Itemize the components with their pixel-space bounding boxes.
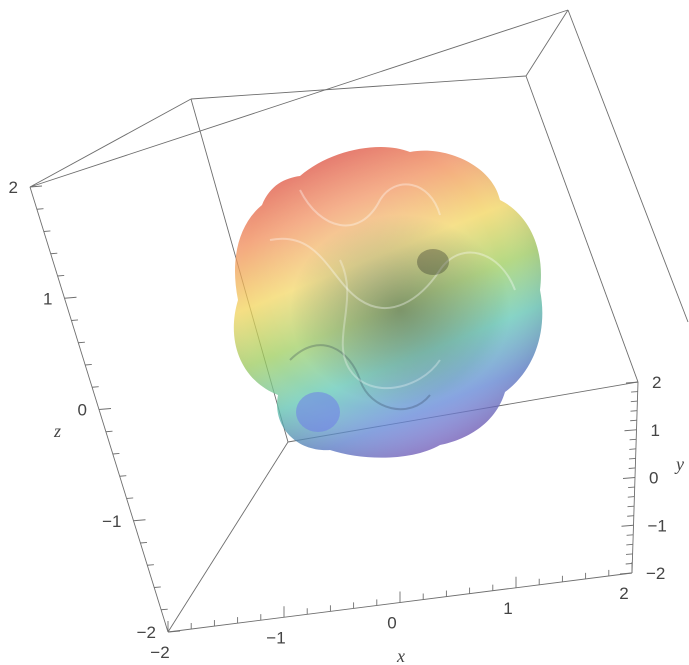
y-tick-mark	[627, 505, 635, 508]
x-axis: −2 −1 0 1 2	[150, 562, 633, 662]
z-tick-label: −1	[102, 512, 121, 531]
y-tick-mark	[619, 572, 633, 575]
z-tick-mark	[98, 408, 112, 410]
y-tick-mark	[625, 563, 633, 565]
z-tick-label: 2	[9, 178, 18, 197]
z-tick-mark	[64, 296, 77, 299]
y-tick-label: 1	[651, 421, 660, 440]
y-tick-mark	[626, 543, 633, 546]
y-tick-label: −2	[646, 564, 665, 583]
z-tick-mark	[71, 319, 79, 321]
z-tick-mark	[126, 497, 134, 499]
y-tick-mark	[625, 553, 633, 555]
z-tick-mark	[161, 608, 168, 611]
z-tick-mark	[36, 208, 44, 210]
z-tick-mark	[57, 275, 65, 277]
y-tick-mark	[627, 496, 635, 498]
y-axis-label: y	[674, 454, 684, 474]
x-tick-label: 2	[619, 584, 628, 603]
z-tick-mark	[105, 430, 113, 433]
x-tick-label: 0	[387, 614, 396, 633]
y-tick-mark	[622, 477, 636, 479]
x-axis-label: x	[396, 646, 405, 665]
y-tick-mark	[624, 429, 637, 432]
z-tick-mark	[133, 519, 146, 522]
z-tick-label: 1	[43, 289, 52, 308]
z-tick-mark	[85, 364, 92, 366]
z-tick-mark	[112, 453, 120, 455]
z-tick-mark	[92, 386, 99, 388]
y-tick-mark	[628, 457, 636, 460]
y-tick-mark	[627, 515, 634, 517]
y-tick-label: 0	[649, 469, 658, 488]
z-tick-mark	[140, 542, 148, 544]
y-tick-mark	[628, 486, 635, 489]
z-tick-mark	[119, 475, 127, 477]
y-tick-label: −1	[648, 516, 667, 535]
z-tick-mark	[147, 564, 154, 566]
x-tick-label: −2	[150, 643, 169, 662]
y-tick-mark	[630, 419, 637, 422]
z-tick-label: −2	[137, 623, 156, 642]
y-tick-label: 2	[652, 373, 661, 392]
y-tick-mark	[629, 438, 637, 441]
y-tick-mark	[626, 534, 634, 536]
z-tick-label: 0	[78, 401, 87, 420]
z-tick-mark	[50, 252, 58, 255]
z-tick-mark	[43, 230, 51, 232]
y-tick-mark	[631, 391, 638, 393]
x-tick-label: −1	[266, 628, 285, 647]
y-tick-mark	[630, 400, 638, 403]
z-tick-mark	[167, 630, 181, 633]
z-tick-mark	[29, 185, 43, 188]
y-tick-mark	[630, 410, 638, 412]
y-tick-mark	[621, 524, 634, 527]
y-axis: −2 −1 0 1 2	[619, 373, 667, 583]
z-axis-label: z	[53, 421, 61, 441]
x-tick-label: 1	[503, 599, 512, 618]
y-tick-mark	[629, 448, 636, 450]
surface-blob	[233, 146, 543, 458]
z-tick-mark	[78, 341, 85, 344]
y-tick-mark	[628, 467, 636, 469]
z-axis: −2 −1 0 1 2	[9, 178, 181, 642]
z-tick-mark	[154, 586, 161, 588]
y-tick-mark	[625, 381, 639, 384]
